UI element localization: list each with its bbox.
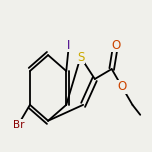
Text: O: O [111, 39, 120, 52]
Text: Br: Br [12, 120, 24, 130]
Text: I: I [67, 39, 71, 52]
Text: S: S [77, 51, 84, 64]
Text: O: O [117, 80, 127, 93]
